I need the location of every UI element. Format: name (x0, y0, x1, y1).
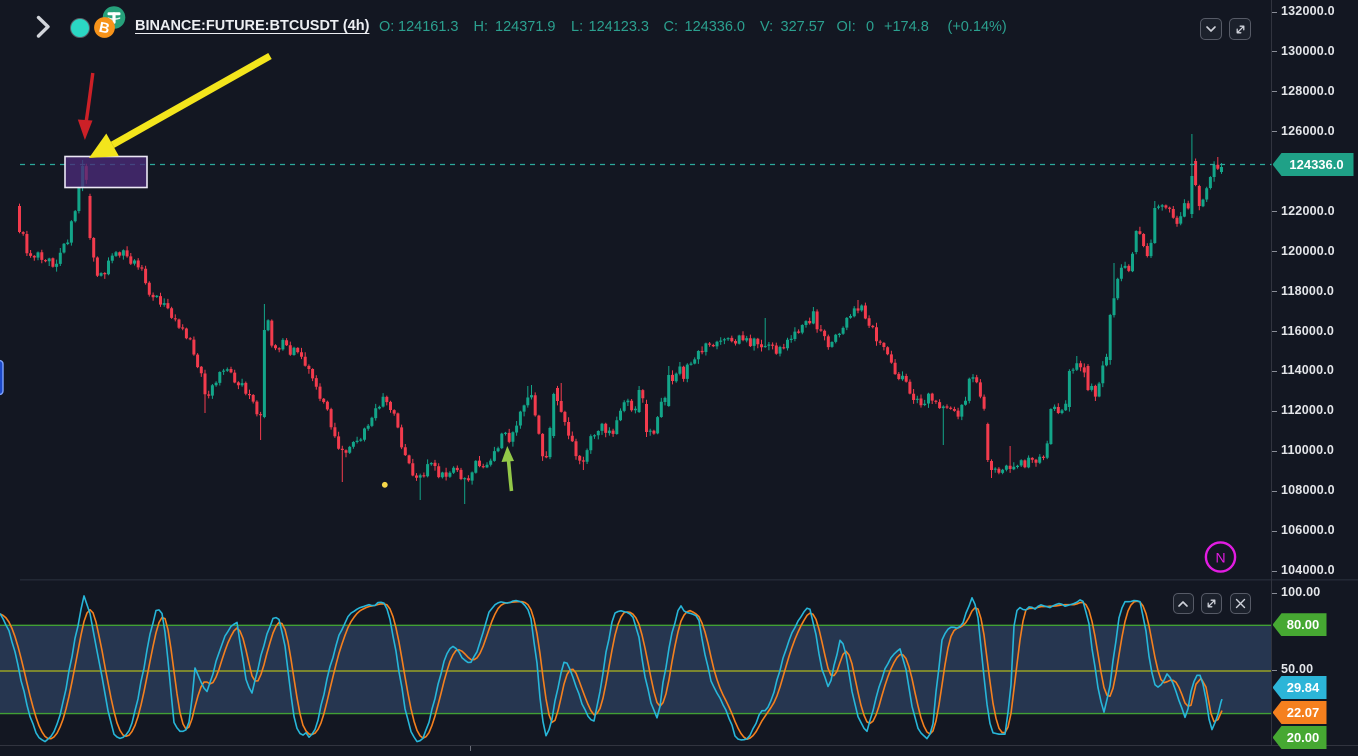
svg-text:B: B (97, 20, 111, 38)
svg-text:N: N (1215, 550, 1225, 566)
